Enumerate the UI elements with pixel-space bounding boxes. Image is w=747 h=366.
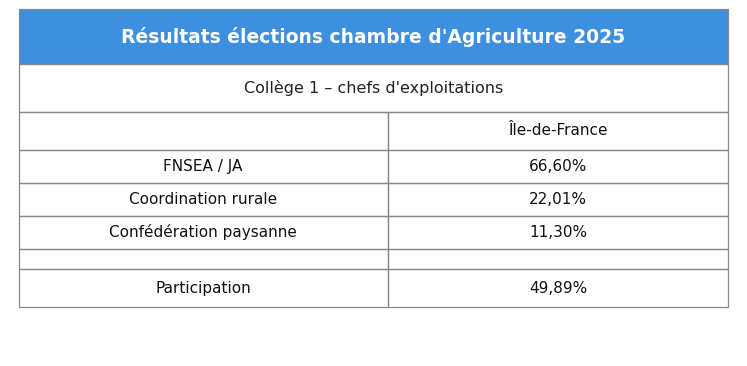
Bar [388,269,728,307]
Text: 66,60%: 66,60% [529,159,587,174]
Bar [19,183,388,216]
Bar [19,249,388,269]
Bar [388,216,728,249]
Bar [19,112,388,150]
Text: Collège 1 – chefs d'exploitations: Collège 1 – chefs d'exploitations [244,80,503,96]
Bar [388,249,728,269]
Text: Île-de-France: Île-de-France [508,123,608,138]
Bar [19,269,388,307]
Bar [19,64,728,112]
Bar [19,150,388,183]
Text: Résultats élections chambre d'Agriculture 2025: Résultats élections chambre d'Agricultur… [122,27,625,46]
Text: Participation: Participation [155,281,251,296]
Bar [388,150,728,183]
Text: 49,89%: 49,89% [529,281,587,296]
Bar [388,112,728,150]
Bar [388,183,728,216]
Text: 11,30%: 11,30% [529,225,587,240]
Bar [19,216,388,249]
Bar [19,269,388,307]
Bar [388,269,728,307]
Text: 22,01%: 22,01% [529,192,587,207]
Bar [388,183,728,216]
Bar [19,64,728,112]
Bar [19,216,388,249]
Text: Confédération paysanne: Confédération paysanne [109,224,297,240]
Bar [388,249,728,269]
Text: Coordination rurale: Coordination rurale [129,192,277,207]
Bar [388,150,728,183]
Bar [19,9,728,64]
Bar [19,9,728,64]
Bar [19,249,388,269]
Bar [388,216,728,249]
Bar [19,183,388,216]
Bar [19,112,388,150]
Bar [388,112,728,150]
Bar [19,150,388,183]
Text: FNSEA / JA: FNSEA / JA [164,159,243,174]
